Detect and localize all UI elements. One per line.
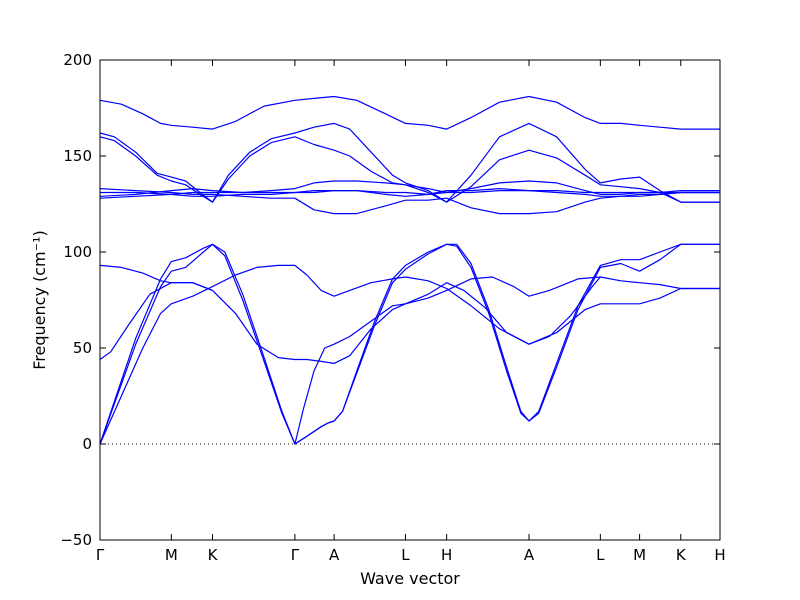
axis-ticks: [99, 59, 721, 541]
x-tick-label: H: [714, 546, 725, 564]
band-line: [99, 136, 720, 203]
y-tick-label: 0: [82, 435, 92, 453]
band-line: [99, 180, 720, 199]
y-tick-label: 50: [73, 339, 92, 357]
y-tick-label: 200: [63, 51, 92, 69]
y-tick-label: −50: [60, 531, 92, 549]
y-tick-label: 150: [63, 147, 92, 165]
x-axis-label: Wave vector: [360, 569, 460, 588]
y-axis-label: Frequency (cm⁻¹): [30, 230, 49, 369]
x-tick-label: M: [165, 546, 178, 564]
x-tick-label: Γ: [291, 546, 300, 564]
x-tick-label: M: [633, 546, 646, 564]
x-tick-label: A: [329, 546, 340, 564]
band-line: [99, 264, 720, 364]
x-tick-label: H: [441, 546, 452, 564]
x-tick-label: L: [596, 546, 605, 564]
plot-frame: [99, 59, 721, 541]
band-line: [99, 188, 720, 197]
y-tick-label: 100: [63, 243, 92, 261]
band-line: [99, 122, 720, 203]
band-lines: [99, 95, 720, 445]
x-tick-label: A: [524, 546, 535, 564]
band-line: [100, 188, 720, 197]
band-line: [99, 264, 720, 445]
x-tick-label: Γ: [96, 546, 105, 564]
band-line: [99, 95, 720, 130]
band-line: [99, 243, 720, 445]
band-line: [99, 282, 213, 360]
band-line: [294, 276, 601, 445]
x-tick-label: K: [676, 546, 687, 564]
tick-labels: −50 0 50 100 150 200 Γ M K Γ A L H A L M K H: [60, 51, 725, 564]
x-tick-label: L: [401, 546, 410, 564]
band-line: [99, 243, 720, 445]
x-tick-label: K: [208, 546, 219, 564]
